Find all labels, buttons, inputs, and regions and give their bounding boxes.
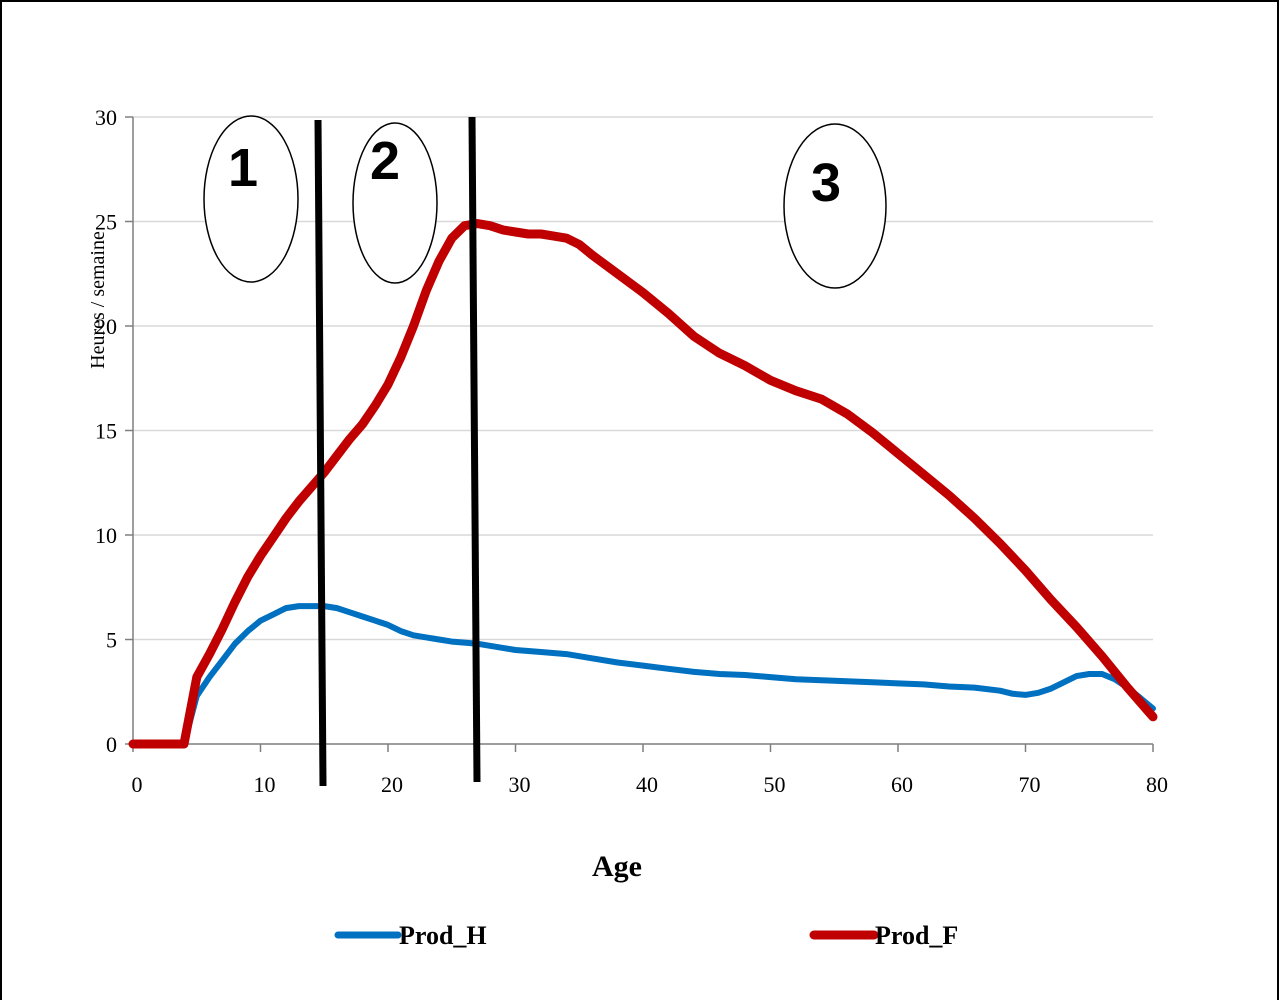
zone-annotations: 1 2 3 <box>203 115 887 289</box>
y-tick-label: 15 <box>95 419 117 444</box>
x-tick-label: 20 <box>381 772 403 797</box>
legend-label-prod-f: Prod_F <box>875 921 958 950</box>
zone-label-1: 1 <box>228 138 258 198</box>
zone-ellipse-3 <box>783 123 887 289</box>
x-axis-title: Age <box>592 850 642 883</box>
y-tick-label: 0 <box>106 732 117 757</box>
x-tick-label: 10 <box>254 772 276 797</box>
x-tick-label: 70 <box>1019 772 1041 797</box>
y-tick-label: 5 <box>106 628 117 653</box>
x-tick-label: 0 <box>132 772 143 797</box>
x-tick-label: 30 <box>509 772 531 797</box>
zone-label-3: 3 <box>811 153 841 213</box>
y-tick-label: 10 <box>95 523 117 548</box>
legend-label-prod-h: Prod_H <box>399 921 487 950</box>
divider-line-age-27 <box>468 116 481 783</box>
x-tick-label: 50 <box>764 772 786 797</box>
zone-ellipse-2 <box>352 122 438 284</box>
x-tick-labels: 0 10 20 30 40 50 60 70 80 <box>132 744 1168 797</box>
gridlines <box>125 116 1153 745</box>
x-tick-label: 80 <box>1146 772 1168 797</box>
legend: Prod_H Prod_F <box>334 921 958 950</box>
divider-lines <box>314 116 481 787</box>
series-line-prod-f <box>128 219 1158 749</box>
x-tick-label: 60 <box>891 772 913 797</box>
y-axis-title: Heures / semaine <box>87 231 109 369</box>
series-line-prod-h <box>130 603 1156 747</box>
y-tick-label: 25 <box>95 210 117 235</box>
divider-line-age-15 <box>314 119 327 787</box>
y-tick-labels: 0 5 10 15 20 25 30 <box>95 105 117 757</box>
series-lines <box>128 219 1158 749</box>
x-tick-label: 40 <box>636 772 658 797</box>
y-tick-label: 30 <box>95 105 117 130</box>
zone-label-2: 2 <box>370 131 400 191</box>
zone-ellipse-1 <box>203 115 299 283</box>
y-tick-label: 20 <box>95 314 117 339</box>
